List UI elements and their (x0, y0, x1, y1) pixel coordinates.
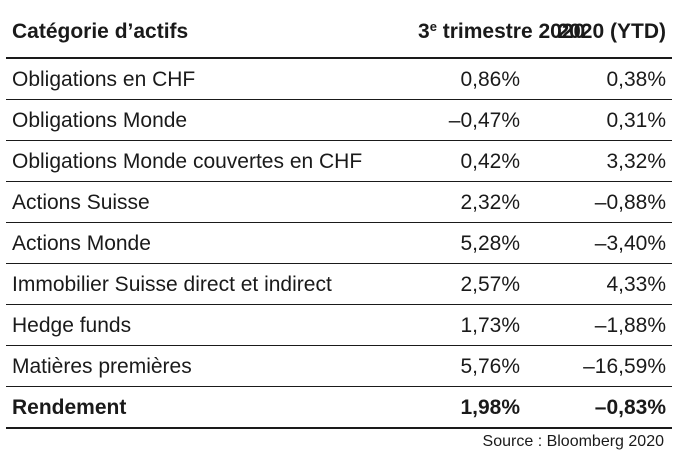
header-q3-prefix: 3 (418, 20, 430, 43)
row-category: Actions Suisse (6, 181, 412, 223)
table-row: Obligations Monde –0,47% 0,31% (6, 99, 672, 141)
table-row: Obligations en CHF 0,86% 0,38% (6, 58, 672, 100)
header-category: Catégorie d’actifs (6, 10, 412, 59)
table-row: Matières premières 5,76% –16,59% (6, 345, 672, 387)
source-note: Source : Bloomberg 2020 (482, 433, 664, 450)
asset-returns-table: Catégorie d’actifs 3e trimestre 2020 202… (6, 10, 672, 429)
header-q3-rest: trimestre 2020 (436, 20, 586, 43)
table-row: Actions Suisse 2,32% –0,88% (6, 181, 672, 223)
table-row: Immobilier Suisse direct et indirect 2,5… (6, 263, 672, 305)
table-row: Actions Monde 5,28% –3,40% (6, 222, 672, 264)
row-ytd-value: 0,38% (526, 58, 672, 100)
total-q3-value: 1,98% (412, 386, 526, 429)
row-q3-value: 5,76% (412, 345, 526, 387)
total-ytd-value: –0,83% (526, 386, 672, 429)
header-ytd-2020: 2020 (YTD) (526, 10, 672, 59)
table-header-row: Catégorie d’actifs 3e trimestre 2020 202… (6, 10, 672, 59)
row-category: Obligations Monde couvertes en CHF (6, 140, 412, 182)
row-q3-value: 1,73% (412, 304, 526, 346)
table-row: Hedge funds 1,73% –1,88% (6, 304, 672, 346)
row-q3-value: –0,47% (412, 99, 526, 141)
row-q3-value: 0,42% (412, 140, 526, 182)
row-category: Immobilier Suisse direct et indirect (6, 263, 412, 305)
row-q3-value: 2,32% (412, 181, 526, 223)
header-q3-2020: 3e trimestre 2020 (412, 10, 585, 59)
row-q3-value: 5,28% (412, 222, 526, 264)
row-ytd-value: –0,88% (526, 181, 672, 223)
row-category: Actions Monde (6, 222, 412, 264)
row-ytd-value: –3,40% (526, 222, 672, 264)
row-category: Obligations Monde (6, 99, 412, 141)
row-category: Matières premières (6, 345, 412, 387)
row-q3-value: 0,86% (412, 58, 526, 100)
row-ytd-value: 3,32% (526, 140, 672, 182)
row-q3-value: 2,57% (412, 263, 526, 305)
row-ytd-value: 0,31% (526, 99, 672, 141)
row-ytd-value: –1,88% (526, 304, 672, 346)
table-row: Obligations Monde couvertes en CHF 0,42%… (6, 140, 672, 182)
total-label: Rendement (6, 386, 412, 429)
header-q3-superscript: e (429, 19, 437, 34)
total-row: Rendement 1,98% –0,83% (6, 386, 672, 429)
row-ytd-value: –16,59% (526, 345, 672, 387)
row-ytd-value: 4,33% (526, 263, 672, 305)
row-category: Hedge funds (6, 304, 412, 346)
row-category: Obligations en CHF (6, 58, 412, 100)
